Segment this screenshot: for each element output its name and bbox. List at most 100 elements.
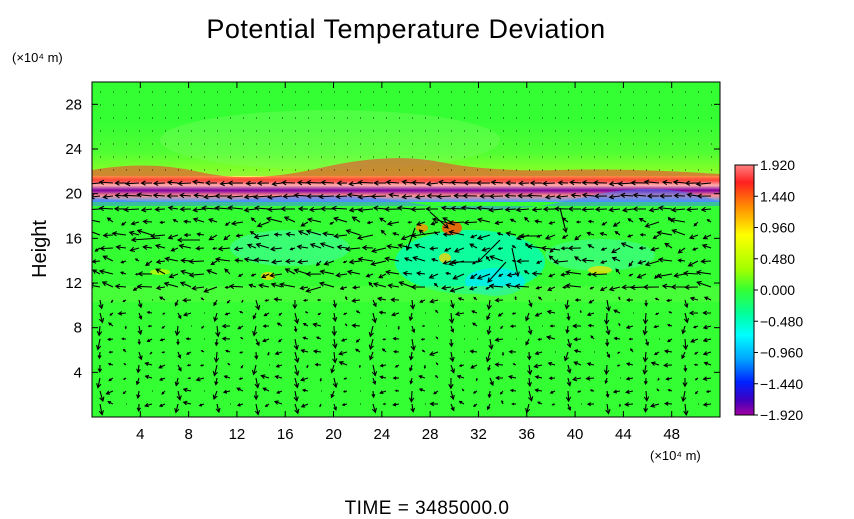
- wind-arrow: [246, 243, 257, 249]
- wind-arrow: [98, 179, 114, 186]
- wind-arrow: [409, 364, 413, 372]
- wind-arrow: [260, 374, 270, 380]
- wind-arrow: [418, 375, 426, 379]
- wind-arrow: [302, 336, 309, 340]
- wind-arrow: [498, 273, 504, 277]
- wind-arrow: [371, 312, 378, 324]
- wind-arrow: [489, 377, 494, 387]
- y-tick-label: 28: [65, 96, 82, 113]
- wind-arrow: [504, 193, 517, 199]
- wind-arrow: [270, 282, 283, 288]
- wind-arrow: [343, 312, 348, 315]
- wind-arrow: [312, 349, 322, 354]
- wind-arrow: [656, 273, 673, 279]
- wind-arrow: [663, 362, 673, 368]
- cool-region-left: [230, 230, 350, 266]
- wind-arrow: [618, 296, 621, 301]
- wind-arrow: [411, 325, 416, 334]
- wind-arrow: [449, 299, 455, 309]
- wind-arrow: [174, 325, 181, 337]
- wind-arrow: [625, 376, 634, 381]
- wind-arrow: [410, 338, 416, 352]
- wind-arrow: [230, 220, 244, 226]
- wind-arrow: [137, 325, 143, 336]
- wind-arrow: [476, 234, 491, 241]
- wind-arrow: [206, 269, 218, 275]
- wind-arrow: [372, 299, 377, 308]
- wind-arrow: [409, 299, 416, 310]
- wind-arrow: [428, 273, 439, 279]
- wind-arrow: [92, 218, 101, 223]
- wind-arrow: [606, 351, 611, 359]
- colorbar-label: 1.920: [760, 157, 795, 173]
- wind-arrow: [461, 388, 465, 392]
- wind-arrow: [276, 390, 283, 394]
- wind-arrow: [500, 325, 504, 330]
- wind-arrow: [284, 268, 296, 275]
- wind-arrow: [348, 259, 361, 265]
- colorbar-labels: 1.920 1.440 0.960 0.480 0.000 −0.480 −0.960 −1.…: [754, 157, 803, 423]
- wind-arrow: [369, 351, 374, 361]
- wind-arrow: [658, 205, 673, 211]
- wind-arrow: [210, 260, 218, 265]
- wind-arrow: [407, 220, 413, 224]
- wind-arrow: [193, 192, 205, 199]
- wind-arrow: [702, 324, 712, 330]
- wind-arrow: [452, 273, 465, 280]
- wind-arrow: [351, 323, 361, 328]
- mid-level-stripe: [92, 286, 720, 302]
- wind-arrow: [566, 377, 572, 387]
- wind-arrow: [177, 351, 182, 359]
- wind-arrow: [547, 286, 556, 291]
- wind-arrow: [636, 273, 647, 279]
- wind-arrow: [203, 194, 218, 200]
- wind-arrow: [315, 336, 322, 340]
- wind-arrow: [121, 337, 127, 341]
- wind-arrow: [611, 256, 621, 262]
- wind-arrow: [164, 256, 179, 262]
- wind-arrow: [365, 273, 374, 278]
- wind-arrow: [235, 233, 244, 238]
- wind-arrow: [585, 376, 595, 381]
- wind-arrow: [332, 377, 338, 389]
- wind-arrow: [448, 229, 465, 236]
- wind-arrow: [379, 363, 387, 368]
- wind-arrow: [573, 337, 582, 342]
- wind-arrow: [269, 246, 283, 252]
- wind-arrow: [119, 271, 127, 275]
- wind-arrow: [192, 179, 205, 185]
- wind-arrow: [368, 281, 374, 288]
- wind-arrow: [212, 247, 218, 250]
- wind-arrow: [627, 234, 634, 238]
- wind-arrow: [581, 206, 595, 213]
- wind-arrow: [152, 192, 166, 199]
- wind-arrow: [485, 286, 491, 290]
- wind-arrow: [593, 193, 608, 199]
- wind-arrow: [390, 297, 400, 303]
- wind-arrow: [332, 351, 338, 364]
- wind-arrow: [450, 403, 455, 412]
- wind-arrow: [703, 296, 712, 301]
- wind-arrow: [208, 234, 218, 241]
- wind-arrow: [472, 403, 478, 407]
- wind-arrow: [527, 243, 543, 250]
- wind-arrow: [137, 271, 153, 277]
- wind-arrow: [187, 377, 192, 380]
- wind-arrow: [176, 390, 182, 401]
- wind-arrow: [198, 403, 205, 407]
- wind-arrow: [271, 259, 283, 265]
- wind-arrow: [378, 273, 387, 279]
- wind-arrow: [412, 255, 426, 262]
- wind-arrow: [448, 377, 454, 390]
- wind-arrow: [485, 351, 491, 363]
- wind-arrow: [274, 374, 283, 380]
- wind-arrow: [114, 283, 127, 290]
- wind-arrow: [531, 270, 543, 277]
- wind-arrow: [331, 325, 337, 337]
- wind-arrow: [223, 234, 231, 241]
- wind-arrow: [499, 390, 504, 395]
- wind-arrow: [431, 217, 456, 226]
- wind-arrow: [237, 273, 244, 277]
- wind-arrow: [305, 271, 322, 277]
- wind-arrow: [110, 299, 114, 304]
